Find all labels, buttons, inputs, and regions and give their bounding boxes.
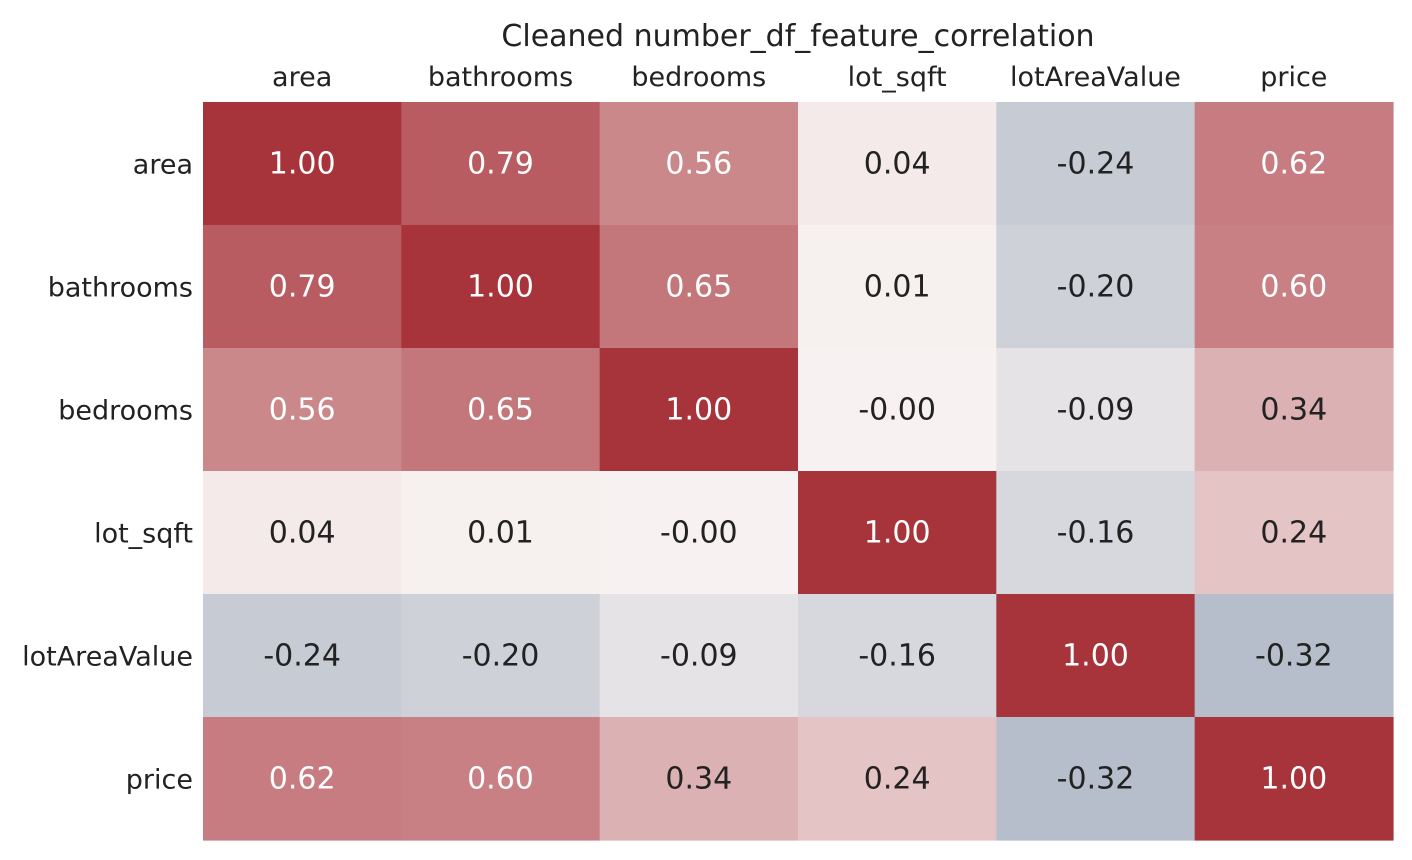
cell-value-label: 0.01 (467, 516, 534, 551)
cell-value-label: 0.01 (864, 270, 931, 305)
cell-value-label: 1.00 (864, 516, 931, 551)
cell-value-label: 0.65 (467, 393, 534, 428)
cell-value-label: 0.04 (864, 147, 931, 182)
cell-value-label: -0.16 (858, 639, 936, 674)
y-tick-label: area (133, 150, 193, 181)
heatmap-cell (401, 102, 601, 226)
y-tick-label: lotAreaValue (22, 642, 193, 673)
heatmap-cell (1194, 717, 1394, 841)
x-tick-label: price (1260, 62, 1327, 93)
cell-value-label: 0.79 (269, 270, 336, 305)
heatmap-cell (1194, 102, 1394, 226)
heatmap-cell (797, 594, 997, 718)
heatmap-cell (996, 594, 1196, 718)
heatmap-cell (203, 102, 402, 226)
heatmap-cell (797, 348, 997, 472)
cell-value-label: 0.62 (269, 762, 336, 797)
heatmap-cell (401, 348, 601, 472)
cell-value-label: -0.24 (1057, 147, 1135, 182)
heatmap-cell (599, 102, 799, 226)
cell-value-label: -0.00 (660, 516, 738, 551)
x-tick-label: lotAreaValue (1010, 62, 1181, 93)
cell-value-label: 0.56 (269, 393, 336, 428)
heatmap-cell (996, 717, 1196, 841)
heatmap-cell (203, 471, 402, 595)
cell-value-label: 0.34 (665, 762, 732, 797)
cell-value-label: 1.00 (1062, 639, 1129, 674)
cell-value-label: -0.20 (1057, 270, 1135, 305)
cell-value-label: 0.60 (467, 762, 534, 797)
x-tick-label: bathrooms (428, 62, 573, 93)
heatmap-cell (996, 225, 1196, 349)
heatmap-cell (599, 471, 799, 595)
heatmap-cell (203, 594, 402, 718)
y-tick-label: lot_sqft (94, 519, 193, 550)
heatmap-cell (1194, 348, 1394, 472)
heatmap-cell (797, 471, 997, 595)
cell-value-label: 0.79 (467, 147, 534, 182)
cell-value-label: -0.24 (263, 639, 341, 674)
heatmap-cell (401, 225, 601, 349)
cell-value-label: -0.09 (660, 639, 738, 674)
y-tick-label: bathrooms (48, 273, 193, 304)
cell-value-label: 1.00 (665, 393, 732, 428)
cell-value-label: 1.00 (1260, 762, 1327, 797)
cell-value-label: 0.60 (1260, 270, 1327, 305)
heatmap-cell (401, 594, 601, 718)
cell-value-label: 0.04 (269, 516, 336, 551)
cell-value-label: 0.56 (665, 147, 732, 182)
x-tick-label: lot_sqft (848, 62, 947, 93)
cell-value-label: -0.20 (462, 639, 540, 674)
heatmap-cell (797, 225, 997, 349)
heatmap-cell (401, 717, 601, 841)
cell-value-label: 0.62 (1260, 147, 1327, 182)
cell-value-label: 0.34 (1260, 393, 1327, 428)
heatmap-cell (599, 225, 799, 349)
heatmap-cell (797, 717, 997, 841)
x-axis-tick-labels: area bathrooms bedrooms lot_sqft lotAreaValu… (272, 62, 1327, 93)
heatmap-cell (599, 348, 799, 472)
cell-value-label: 0.65 (665, 270, 732, 305)
chart-title: Cleaned number_df_feature_correlation (501, 19, 1094, 54)
x-tick-label: bedrooms (631, 62, 766, 93)
heatmap-cell (996, 471, 1196, 595)
heatmap-cells: 1.00 0.79 0.56 0.04 -0.24 0.62 0.79 1.00 0.65 0.0… (203, 102, 1394, 841)
heatmap-cell (797, 102, 997, 226)
cell-value-label: 1.00 (467, 270, 534, 305)
heatmap-cell (401, 471, 601, 595)
heatmap-cell (599, 594, 799, 718)
cell-value-label: 1.00 (269, 147, 336, 182)
heatmap-cell (1194, 471, 1394, 595)
x-tick-label: area (272, 62, 332, 93)
y-tick-label: bedrooms (58, 396, 193, 427)
cell-value-label: -0.00 (858, 393, 936, 428)
cell-value-label: 0.24 (864, 762, 931, 797)
heatmap-cell (203, 348, 402, 472)
heatmap-cell (996, 348, 1196, 472)
cell-value-label: 0.24 (1260, 516, 1327, 551)
y-axis-tick-labels: area bathrooms bedrooms lot_sqft lotAreaValu… (22, 150, 193, 796)
heatmap-cell (996, 102, 1196, 226)
heatmap-cell (1194, 225, 1394, 349)
cell-value-label: -0.16 (1057, 516, 1135, 551)
cell-value-label: -0.09 (1057, 393, 1135, 428)
heatmap-cell (1194, 594, 1394, 718)
cell-value-label: -0.32 (1057, 762, 1135, 797)
y-tick-label: price (126, 765, 193, 796)
heatmap-cell (203, 225, 402, 349)
heatmap-cell (599, 717, 799, 841)
heatmap-cell (203, 717, 402, 841)
cell-value-label: -0.32 (1255, 639, 1333, 674)
